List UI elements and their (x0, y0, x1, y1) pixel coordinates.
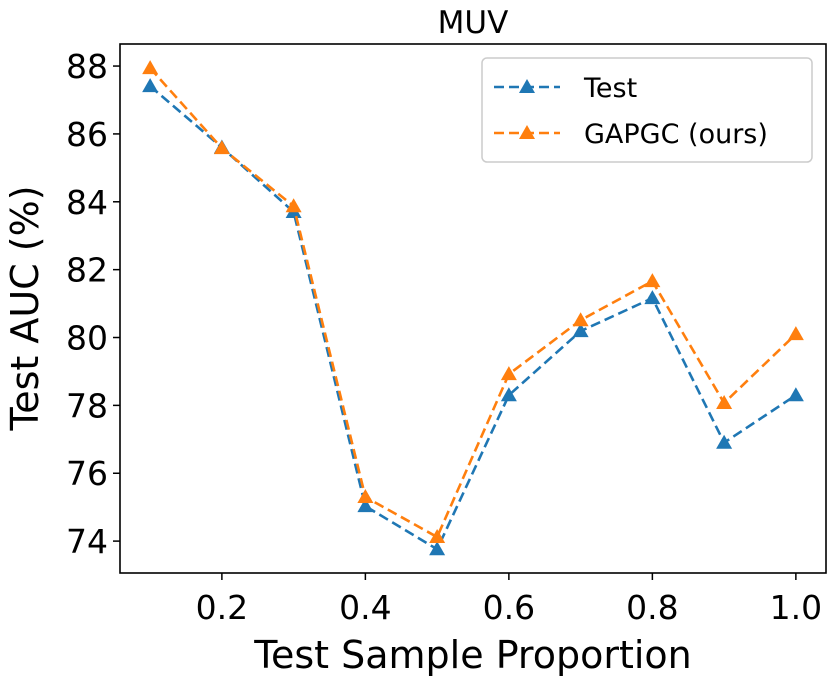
data-point (644, 290, 661, 305)
legend-label: GAPGC (ours) (584, 119, 768, 150)
series-1 (142, 60, 804, 544)
legend-marker (519, 125, 535, 139)
y-tick-label: 78 (66, 386, 108, 425)
data-point (572, 323, 589, 338)
data-point (500, 366, 517, 381)
y-tick-label: 86 (66, 115, 108, 154)
data-point (357, 488, 374, 503)
legend-marker (519, 79, 535, 93)
data-point (285, 198, 302, 213)
legend-box (481, 57, 813, 163)
y-tick-label: 84 (66, 183, 108, 222)
data-point (429, 529, 446, 544)
legend-label: Test (583, 73, 637, 104)
data-point (716, 395, 733, 410)
data-point (644, 273, 661, 288)
data-point (142, 78, 159, 93)
data-point (429, 541, 446, 556)
y-tick-label: 88 (66, 47, 108, 86)
x-tick-label: 0.2 (196, 588, 248, 627)
data-point (213, 140, 230, 155)
plot-frame (119, 43, 827, 574)
x-tick-label: 0.6 (483, 588, 535, 627)
x-tick-label: 0.8 (626, 588, 678, 627)
y-tick-label: 74 (66, 522, 108, 561)
y-axis-label: Test AUC (%) (3, 185, 47, 431)
data-point (572, 312, 589, 327)
series-line (149, 67, 797, 539)
x-tick-label: 1.0 (770, 588, 822, 627)
series-0 (142, 78, 804, 556)
data-point (716, 434, 733, 449)
data-point (357, 498, 374, 513)
legend: Test GAPGC (ours) (481, 57, 813, 163)
y-tick-label: 82 (66, 251, 108, 290)
y-tick-label: 80 (66, 319, 108, 358)
series-line (149, 85, 797, 552)
x-tick-label: 0.4 (339, 588, 391, 627)
y-tick-label: 76 (66, 454, 108, 493)
data-point (787, 326, 804, 341)
data-point (787, 387, 804, 402)
data-point (500, 387, 517, 402)
x-axis-label: Test Sample Proportion (253, 633, 692, 677)
data-point (142, 60, 159, 75)
chart-title: MUV (438, 5, 509, 41)
